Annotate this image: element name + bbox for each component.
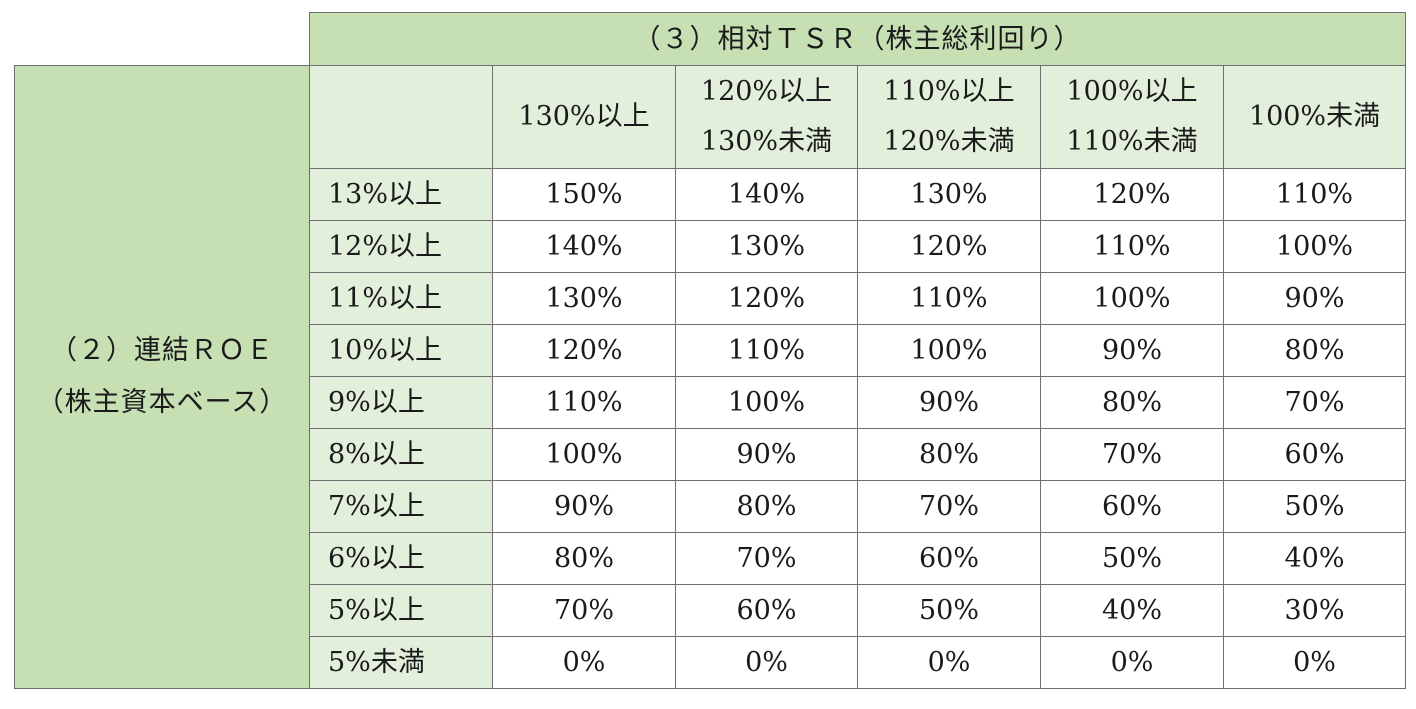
table-cell: 0% (857, 636, 1041, 689)
table-cell: 80% (1040, 376, 1224, 429)
blank-corner (14, 12, 310, 66)
roe-header: （２）連結ＲＯＥ （株主資本ベース） (14, 65, 310, 689)
column-header-line1: 100%未満 (1248, 101, 1381, 132)
table-cell: 140% (675, 168, 858, 221)
table-cell: 80% (675, 480, 858, 533)
row-header: 8%以上 (309, 428, 493, 481)
table-cell: 70% (492, 584, 676, 637)
row-header: 13%以上 (309, 168, 493, 221)
table-cell: 130% (675, 220, 858, 273)
table-cell: 90% (675, 428, 858, 481)
column-header: 130%以上 (492, 65, 676, 169)
table-row: 9%以上 110% 100% 90% 80% 70% (15, 376, 1406, 429)
table-cell: 80% (857, 428, 1041, 481)
table-cell: 130% (857, 168, 1041, 221)
row-header: 5%未満 (309, 636, 493, 689)
table-row: 6%以上 80% 70% 60% 50% 40% (15, 532, 1406, 585)
table-cell: 70% (1223, 376, 1406, 429)
column-header-row: （２）連結ＲＯＥ （株主資本ベース） 130%以上 120%以上 130%未満 … (14, 65, 1406, 689)
table-cell: 110% (857, 272, 1041, 325)
table-row: 7%以上 90% 80% 70% 60% 50% (15, 480, 1406, 533)
table-cell: 60% (1223, 428, 1406, 481)
column-header: 100%未満 (1223, 65, 1406, 169)
table-cell: 100% (857, 324, 1041, 377)
table-cell: 100% (675, 376, 858, 429)
roe-header-line2: （株主資本ベース） (36, 387, 288, 418)
table-row: 12%以上 140% 130% 120% 110% 100% (15, 220, 1406, 273)
table-cell: 110% (492, 376, 676, 429)
column-header: 120%以上 130%未満 (675, 65, 858, 169)
table-cell: 0% (1040, 636, 1224, 689)
tsr-header-row: （３）相対ＴＳＲ（株主総利回り） (14, 12, 1406, 66)
row-header: 9%以上 (309, 376, 493, 429)
table-cell: 100% (1223, 220, 1406, 273)
row-header: 6%以上 (309, 532, 493, 585)
table-cell: 80% (1223, 324, 1406, 377)
table-cell: 30% (1223, 584, 1406, 637)
table-cell: 120% (492, 324, 676, 377)
payout-table: （３）相対ＴＳＲ（株主総利回り） （２）連結ＲＯＥ （株主資本ベース） 130%… (14, 12, 1406, 689)
column-header-line1: 120%以上 (700, 76, 833, 107)
table-cell: 120% (1040, 168, 1224, 221)
column-header-line2: 130%未満 (700, 126, 833, 157)
column-header-line1: 110%以上 (883, 76, 1015, 107)
table-row: 10%以上 120% 110% 100% 90% 80% (15, 324, 1406, 377)
table-cell: 60% (857, 532, 1041, 585)
column-header-line1: 100%以上 (1066, 76, 1198, 107)
table-cell: 100% (492, 428, 676, 481)
table-cell: 0% (1223, 636, 1406, 689)
table-cell: 110% (675, 324, 858, 377)
table-cell: 70% (1040, 428, 1224, 481)
table-cell: 60% (675, 584, 858, 637)
table-cell: 0% (492, 636, 676, 689)
column-header: 110%以上 120%未満 (857, 65, 1041, 169)
payout-table-body: （３）相対ＴＳＲ（株主総利回り） （２）連結ＲＯＥ （株主資本ベース） 130%… (14, 12, 1406, 689)
table-cell: 110% (1040, 220, 1224, 273)
table-cell: 120% (857, 220, 1041, 273)
column-header-line2: 120%未満 (883, 126, 1015, 157)
table-cell: 140% (492, 220, 676, 273)
table-cell: 70% (857, 480, 1041, 533)
table-cell: 0% (675, 636, 858, 689)
row-header: 11%以上 (309, 272, 493, 325)
row-header: 5%以上 (309, 584, 493, 637)
table-cell: 60% (1040, 480, 1224, 533)
column-header: 100%以上 110%未満 (1040, 65, 1224, 169)
table-cell: 90% (857, 376, 1041, 429)
table-cell: 40% (1223, 532, 1406, 585)
table-cell: 90% (492, 480, 676, 533)
header-corner-cell (309, 65, 493, 169)
table-cell: 50% (857, 584, 1041, 637)
column-header-line1: 130%以上 (518, 101, 650, 132)
table-cell: 90% (1223, 272, 1406, 325)
row-header: 7%以上 (309, 480, 493, 533)
table-cell: 100% (1040, 272, 1224, 325)
table-cell: 80% (492, 532, 676, 585)
table-cell: 70% (675, 532, 858, 585)
roe-header-line1: （２）連結ＲＯＥ (50, 335, 274, 366)
table-row: 5%以上 70% 60% 50% 40% 30% (15, 584, 1406, 637)
table-cell: 120% (675, 272, 858, 325)
table-cell: 50% (1040, 532, 1224, 585)
table-row: 13%以上 150% 140% 130% 120% 110% (15, 168, 1406, 221)
row-header: 10%以上 (309, 324, 493, 377)
column-header-line2: 110%未満 (1066, 126, 1198, 157)
row-header: 12%以上 (309, 220, 493, 273)
table-row: 5%未満 0% 0% 0% 0% 0% (15, 636, 1406, 689)
table-cell: 150% (492, 168, 676, 221)
tsr-header: （３）相対ＴＳＲ（株主総利回り） (309, 12, 1406, 66)
table-cell: 110% (1223, 168, 1406, 221)
table-cell: 50% (1223, 480, 1406, 533)
table-cell: 90% (1040, 324, 1224, 377)
table-cell: 130% (492, 272, 676, 325)
table-cell: 40% (1040, 584, 1224, 637)
